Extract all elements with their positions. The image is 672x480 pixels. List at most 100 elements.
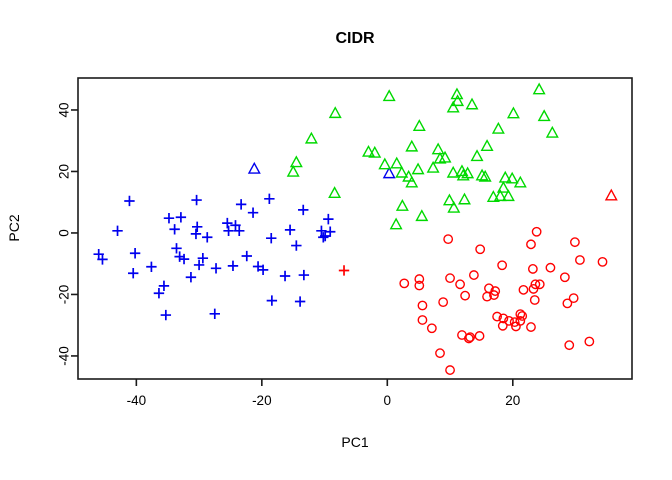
cluster-3-circle-point bbox=[489, 290, 499, 300]
cluster-3-circle-point bbox=[475, 244, 486, 255]
cluster-1-plus-point bbox=[291, 240, 302, 251]
cluster-3-circle-point bbox=[417, 315, 428, 325]
cluster-2-triangle-point bbox=[506, 106, 520, 119]
cluster-3-circle-point bbox=[568, 293, 579, 304]
cluster-2-triangle-point bbox=[451, 94, 465, 107]
cluster-2-triangle-point bbox=[362, 144, 375, 157]
cluster-3-circle-point bbox=[528, 284, 539, 294]
cluster-1-plus-point bbox=[209, 308, 220, 320]
axis-ticks: -40 -20 0 20 -40 -20 0 20 40 bbox=[57, 102, 521, 408]
cluster-2-triangle-point bbox=[446, 100, 460, 113]
cluster-2-triangle-point bbox=[532, 82, 546, 95]
cluster-3-circle-point bbox=[526, 322, 536, 332]
cluster-3-circle-point bbox=[564, 340, 575, 351]
cluster-2-triangle-point bbox=[470, 149, 484, 162]
cluster-1-plus-point bbox=[230, 220, 241, 231]
cluster-2-triangle-point bbox=[402, 169, 416, 182]
cluster-2-triangle-point bbox=[405, 139, 419, 152]
cluster-2-triangle-point bbox=[412, 119, 426, 131]
cluster-2-triangle-point bbox=[493, 189, 507, 202]
cluster-1-plus-point bbox=[163, 213, 175, 224]
cluster-1-plus-point bbox=[158, 280, 170, 292]
cluster-1-plus-point bbox=[294, 296, 306, 307]
cluster-2-triangle-point bbox=[455, 164, 469, 177]
cluster-1-plus-point bbox=[284, 224, 296, 236]
cluster-2-triangle-point bbox=[415, 209, 429, 222]
cluster-1-plus-point bbox=[193, 259, 205, 271]
cluster-3-circle-point bbox=[497, 320, 508, 331]
cluster-1-triangle-point bbox=[247, 161, 261, 174]
cluster-1-plus-point bbox=[316, 225, 327, 237]
cluster-2-triangle-point bbox=[431, 142, 445, 155]
data-points bbox=[93, 82, 618, 375]
cluster-1-plus-point bbox=[185, 272, 197, 283]
cluster-3-circle-point bbox=[527, 264, 538, 274]
cluster-3-circle-point bbox=[529, 295, 540, 305]
cluster-2-triangle-point bbox=[450, 87, 464, 100]
cluster-3-circle-point bbox=[455, 279, 465, 290]
cluster-1-plus-point bbox=[266, 232, 277, 244]
cluster-3-circle-point bbox=[545, 262, 556, 273]
cluster-3-circle-point bbox=[497, 260, 508, 271]
cluster-1-plus-point bbox=[325, 226, 336, 237]
cluster-1-plus-point bbox=[146, 261, 157, 272]
cluster-3-circle-point bbox=[445, 273, 455, 284]
cluster-2-triangle-point bbox=[289, 155, 303, 168]
cluster-2-triangle-point bbox=[498, 170, 512, 183]
cluster-2-triangle-point bbox=[411, 162, 425, 175]
cluster-3-circle-point bbox=[490, 286, 501, 296]
cluster-3-circle-point bbox=[534, 279, 545, 290]
cluster-2-triangle-point bbox=[426, 160, 440, 173]
y-axis-label: PC2 bbox=[6, 214, 22, 241]
cluster-1-plus-point bbox=[128, 268, 139, 279]
cluster-3-circle-point bbox=[509, 317, 520, 328]
cluster-1-plus-point bbox=[318, 232, 329, 243]
cluster-1-plus-point bbox=[191, 194, 202, 206]
cluster-2-triangle-point bbox=[447, 200, 461, 213]
cluster-1-plus-point bbox=[235, 199, 247, 210]
cluster-2-triangle-point bbox=[475, 168, 489, 181]
cluster-3-circle-point bbox=[438, 297, 449, 308]
cluster-3-circle-point bbox=[463, 333, 474, 344]
cluster-3-circle-point bbox=[443, 234, 454, 245]
cluster-3-triangle-point bbox=[604, 188, 618, 201]
cluster-1-plus-point bbox=[197, 252, 209, 264]
cluster-1-plus-point bbox=[190, 228, 202, 240]
cluster-3-circle-point bbox=[482, 291, 492, 302]
cluster-3-circle-point bbox=[492, 311, 503, 322]
cluster-3-circle-point bbox=[575, 255, 585, 265]
cluster-3-circle-point bbox=[414, 280, 425, 291]
cluster-2-triangle-point bbox=[465, 97, 479, 110]
cluster-1-triangle-point bbox=[382, 166, 396, 179]
cluster-2-triangle-point bbox=[478, 169, 492, 182]
cluster-1-plus-point bbox=[252, 261, 264, 272]
cluster-3-circle-point bbox=[531, 226, 542, 237]
y-tick-label: 40 bbox=[57, 102, 72, 117]
cluster-1-plus-point bbox=[222, 217, 233, 229]
cluster-2-triangle-point bbox=[496, 180, 510, 193]
cluster-3-circle-point bbox=[426, 323, 437, 334]
cluster-3-circle-point bbox=[417, 300, 428, 311]
cluster-3-plus-point bbox=[338, 265, 350, 276]
cluster-2-triangle-point bbox=[433, 151, 447, 164]
cluster-1-plus-point bbox=[266, 295, 278, 306]
cluster-3-circle-point bbox=[515, 309, 526, 320]
cluster-1-plus-point bbox=[323, 213, 334, 225]
cluster-3-circle-point bbox=[474, 331, 485, 341]
cluster-2-triangle-point bbox=[442, 193, 456, 206]
x-tick-label: 20 bbox=[505, 393, 520, 408]
cluster-3-circle-point bbox=[518, 284, 529, 295]
cluster-1-plus-point bbox=[112, 225, 123, 237]
cluster-2-triangle-point bbox=[501, 189, 515, 202]
cluster-3-circle-point bbox=[517, 311, 528, 321]
cluster-1-plus-point bbox=[93, 248, 104, 260]
plot-box bbox=[77, 77, 633, 380]
cluster-1-plus-point bbox=[279, 270, 291, 282]
cluster-1-plus-point bbox=[175, 212, 187, 223]
cluster-1-plus-point bbox=[124, 195, 135, 207]
cluster-2-triangle-point bbox=[328, 106, 342, 119]
cluster-3-circle-point bbox=[526, 239, 536, 250]
cluster-2-triangle-point bbox=[368, 145, 382, 158]
cluster-3-circle-point bbox=[584, 336, 595, 347]
